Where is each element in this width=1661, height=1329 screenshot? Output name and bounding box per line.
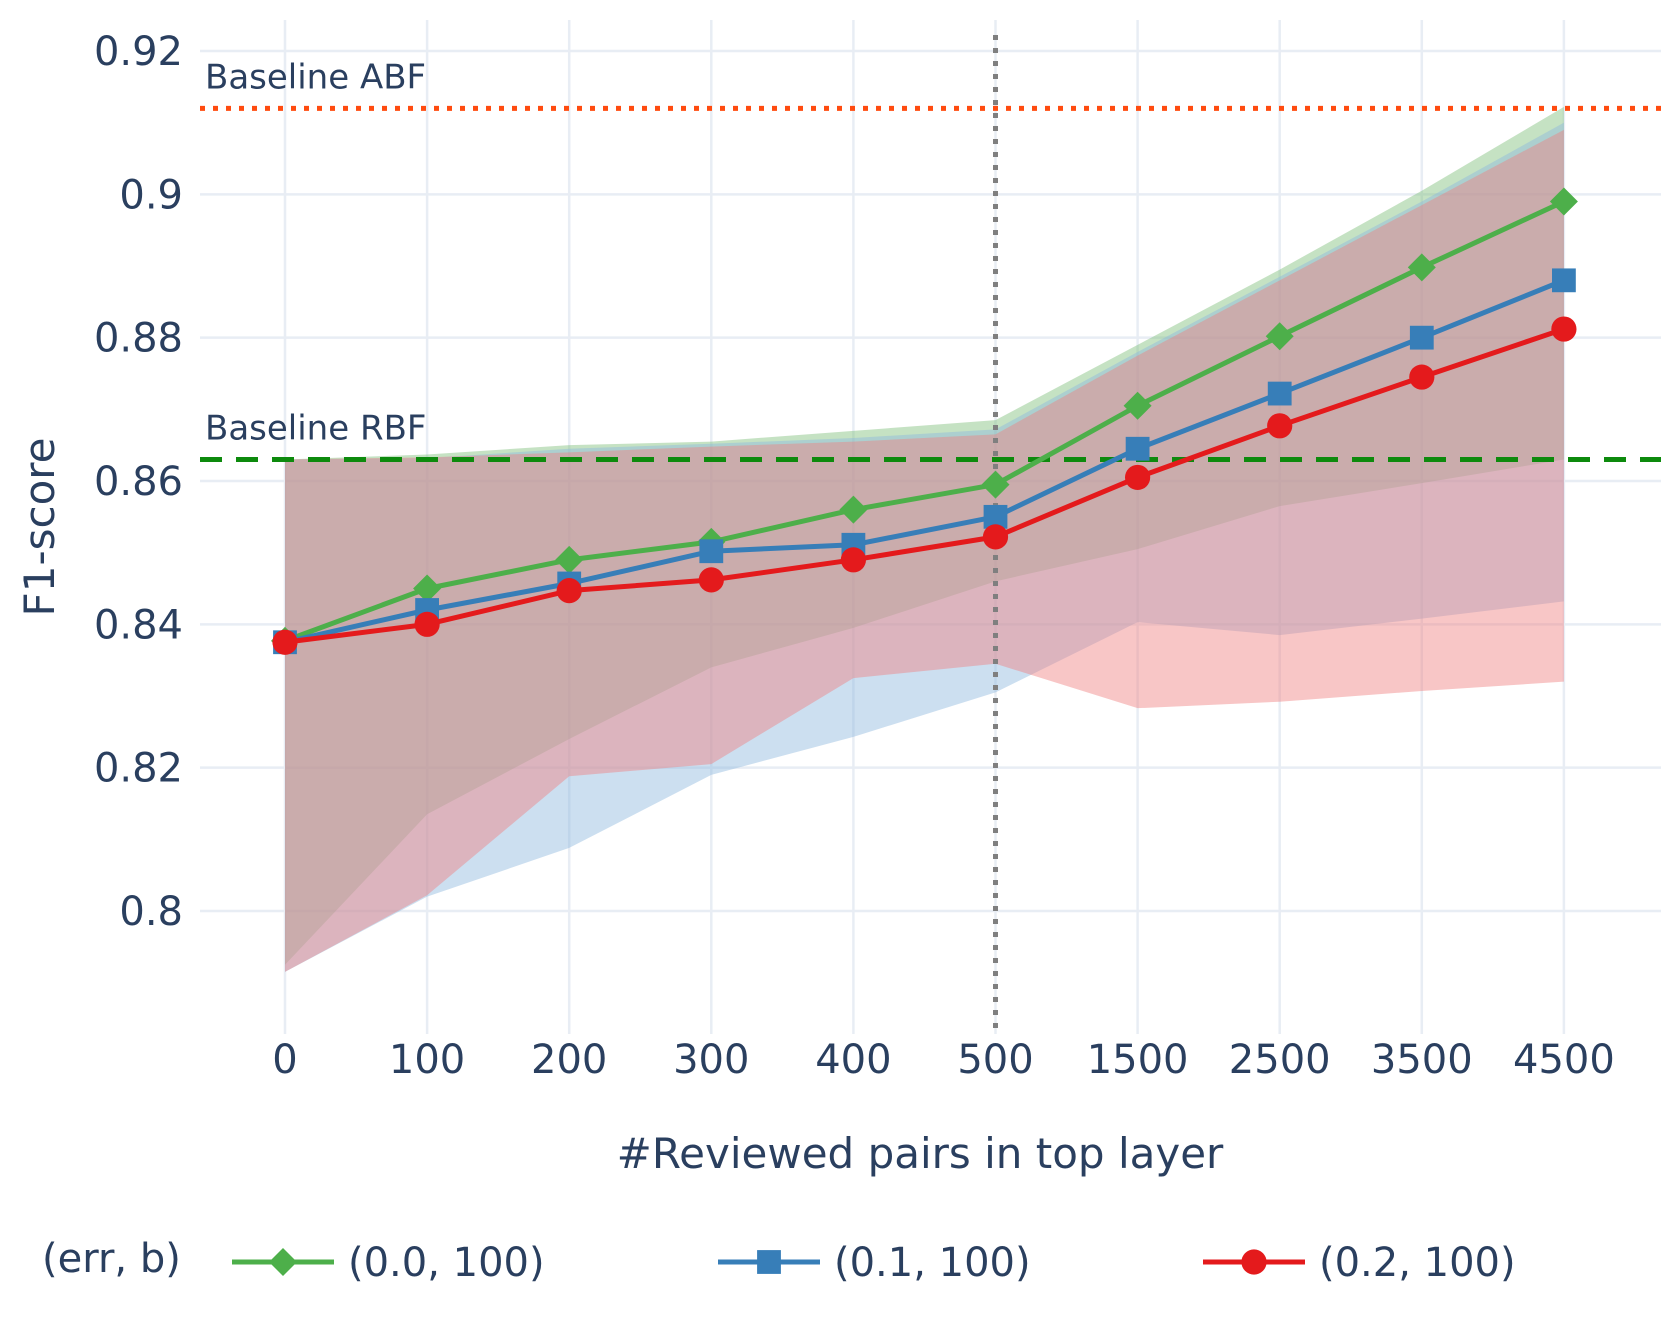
diamond-marker xyxy=(1549,187,1578,216)
legend-label: (0.1, 100) xyxy=(834,1240,1031,1286)
diamond-marker xyxy=(839,495,868,524)
series-line xyxy=(284,326,1565,645)
circle-marker xyxy=(840,547,867,573)
square-marker xyxy=(1267,381,1292,406)
square-marker xyxy=(757,1250,781,1274)
circle-marker xyxy=(414,611,440,637)
legend-item: (0.0, 100) xyxy=(232,1240,545,1286)
x-axis-title: #Reviewed pairs in top layer xyxy=(617,1129,1224,1178)
circle-marker xyxy=(556,578,582,604)
legend-item: (0.2, 100) xyxy=(1203,1240,1516,1286)
x-tick-label: 2500 xyxy=(1229,1037,1331,1083)
legend: (err, b) (0.0, 100) (0.1, 100) (0.2, 100) xyxy=(42,1236,1516,1286)
legend-title: (err, b) xyxy=(42,1236,181,1282)
diamond-marker xyxy=(269,1248,297,1276)
y-axis-title: F1-score xyxy=(15,438,64,617)
diamond-marker xyxy=(1407,253,1436,282)
circle-marker xyxy=(1125,464,1151,491)
y-tick-label: 0.86 xyxy=(94,459,183,505)
baseline-abf-label: Baseline ABF xyxy=(205,57,426,97)
circle-marker xyxy=(1551,316,1577,342)
circle-marker xyxy=(272,629,298,655)
y-tick-label: 0.92 xyxy=(94,29,183,75)
diamond-marker xyxy=(1265,322,1294,351)
y-tick-label: 0.82 xyxy=(94,746,183,792)
y-tick-label: 0.8 xyxy=(119,889,183,935)
diamond-marker xyxy=(981,470,1010,499)
square-marker xyxy=(699,539,724,564)
series-group xyxy=(272,316,1577,655)
x-tick-label: 200 xyxy=(531,1037,607,1083)
diamond-marker xyxy=(413,574,442,603)
square-marker xyxy=(983,504,1008,529)
x-tick-label: 1500 xyxy=(1087,1037,1189,1083)
reference-lines xyxy=(200,35,1661,1034)
baseline-rbf-label: Baseline RBF xyxy=(205,409,426,449)
circle-marker xyxy=(698,567,724,593)
y-axis-ticks: 0.8 0.82 0.84 0.86 0.88 0.9 0.92 xyxy=(94,29,183,935)
x-tick-label: 100 xyxy=(389,1037,465,1083)
x-tick-label: 400 xyxy=(815,1037,891,1083)
legend-label: (0.0, 100) xyxy=(348,1240,545,1286)
diamond-marker xyxy=(1123,391,1152,420)
series-line xyxy=(284,199,1565,644)
y-tick-label: 0.84 xyxy=(94,602,183,648)
circle-marker xyxy=(1267,413,1293,439)
circle-marker xyxy=(982,524,1009,550)
x-tick-label: 500 xyxy=(957,1037,1033,1083)
x-tick-label: 300 xyxy=(673,1037,749,1083)
circle-marker xyxy=(1241,1249,1267,1275)
legend-item: (0.1, 100) xyxy=(718,1240,1031,1286)
diamond-marker xyxy=(555,545,584,574)
circle-marker xyxy=(1409,364,1435,390)
y-tick-label: 0.9 xyxy=(119,172,183,218)
series-lines xyxy=(271,187,1578,655)
legend-label: (0.2, 100) xyxy=(1319,1240,1516,1286)
square-marker xyxy=(1125,436,1150,461)
confidence-band xyxy=(285,106,1564,965)
square-marker xyxy=(1409,325,1434,350)
confidence-bands xyxy=(285,106,1564,972)
y-tick-label: 0.88 xyxy=(94,316,183,362)
series-line xyxy=(284,278,1565,645)
x-tick-label: 4500 xyxy=(1513,1037,1615,1083)
x-tick-label: 3500 xyxy=(1371,1037,1473,1083)
x-axis-ticks: 0 100 200 300 400 500 1500 2500 3500 4500 xyxy=(272,1037,1615,1083)
square-marker xyxy=(1552,268,1576,293)
x-tick-label: 0 xyxy=(272,1037,297,1083)
